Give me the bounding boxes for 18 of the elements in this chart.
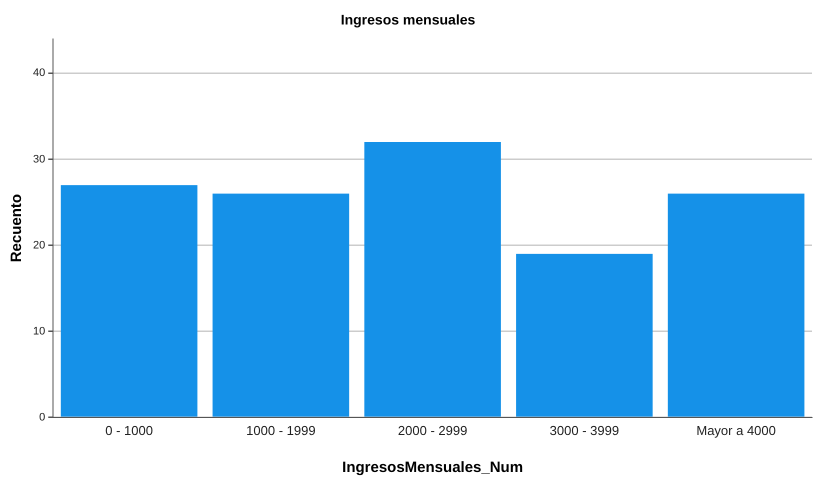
y-tick-label: 0	[39, 411, 46, 424]
y-tick-label: 20	[32, 239, 46, 252]
x-axis-title: IngresosMensuales_Num	[342, 459, 524, 476]
y-tick-label: 40	[32, 67, 46, 80]
bar	[516, 254, 653, 417]
bar	[668, 194, 804, 417]
chart-title: Ingresos mensuales	[340, 11, 476, 28]
x-tick-label: 0 - 1000	[105, 422, 153, 438]
x-tick-label: 2000 - 2999	[398, 422, 468, 438]
y-tick-label: 10	[32, 325, 46, 338]
bar	[212, 194, 350, 417]
bar	[364, 142, 501, 417]
bar	[60, 185, 198, 417]
x-tick-label: 3000 - 3999	[550, 422, 620, 438]
x-tick-label: 1000 - 1999	[246, 422, 316, 438]
y-axis-title: Recuento	[8, 194, 26, 262]
y-tick-label: 30	[32, 153, 46, 166]
x-tick-label: Mayor a 4000	[696, 422, 776, 438]
